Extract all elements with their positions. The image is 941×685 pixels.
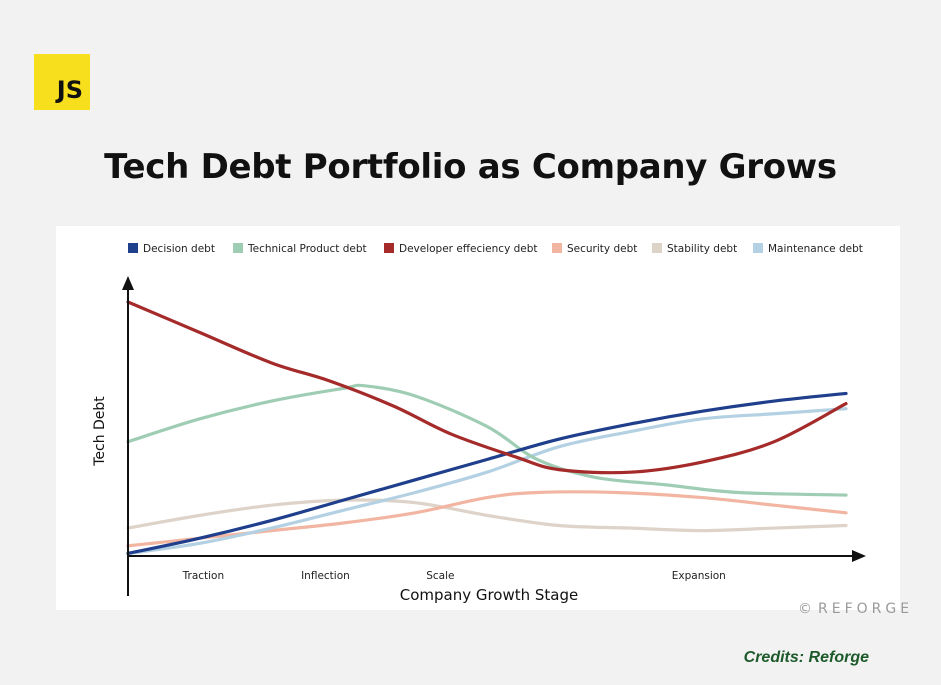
series-line-developer-effeciency-debt xyxy=(126,300,848,475)
legend-item-technical-product-debt: Technical Product debt xyxy=(233,243,367,255)
x-tick-inflection: Inflection xyxy=(301,570,350,582)
x-tick-expansion: Expansion xyxy=(672,570,726,582)
legend-label: Developer effeciency debt xyxy=(399,243,538,255)
x-tick-traction: Traction xyxy=(182,570,225,582)
y-axis-arrow xyxy=(122,276,134,290)
copyright-symbol: © xyxy=(798,601,812,617)
series-line-decision-debt xyxy=(126,391,848,556)
chart-card: Decision debt Technical Product debt Devel… xyxy=(56,226,900,610)
series-line-security-debt xyxy=(126,490,848,548)
legend-label: Security debt xyxy=(567,243,637,255)
page-title: Tech Debt Portfolio as Company Grows xyxy=(104,147,837,187)
legend-label: Technical Product debt xyxy=(247,243,367,255)
series-layer xyxy=(126,300,848,556)
series-line-stability-debt xyxy=(126,498,848,533)
chart-legend: Decision debt Technical Product debt Devel… xyxy=(128,243,863,255)
legend-swatch xyxy=(384,243,394,253)
legend-item-security-debt: Security debt xyxy=(552,243,637,255)
y-axis-label: Tech Debt xyxy=(92,396,108,467)
legend-item-maintenance-debt: Maintenance debt xyxy=(753,243,863,255)
legend-swatch xyxy=(652,243,662,253)
tech-debt-line-chart: Decision debt Technical Product debt Devel… xyxy=(92,243,866,604)
chart-axes xyxy=(122,276,866,596)
x-axis-label: Company Growth Stage xyxy=(400,586,579,604)
x-tick-labels: Traction Inflection Scale Expansion xyxy=(182,570,726,582)
series-line-technical-product-debt xyxy=(126,383,848,497)
watermark-text: REFORGE xyxy=(818,601,914,617)
x-axis-arrow xyxy=(852,550,866,562)
legend-item-decision-debt: Decision debt xyxy=(128,243,215,255)
legend-label: Maintenance debt xyxy=(768,243,863,255)
legend-swatch xyxy=(552,243,562,253)
legend-item-stability-debt: Stability debt xyxy=(652,243,737,255)
js-logo: JS xyxy=(34,54,90,110)
legend-label: Decision debt xyxy=(143,243,215,255)
legend-label: Stability debt xyxy=(667,243,737,255)
legend-swatch xyxy=(128,243,138,253)
series-line-maintenance-debt xyxy=(126,407,848,556)
reforge-watermark: © REFORGE xyxy=(798,601,913,617)
x-tick-scale: Scale xyxy=(426,570,454,582)
credits-text: Credits: Reforge xyxy=(743,649,869,666)
legend-swatch xyxy=(753,243,763,253)
legend-item-developer-effeciency-debt: Developer effeciency debt xyxy=(384,243,538,255)
legend-swatch xyxy=(233,243,243,253)
